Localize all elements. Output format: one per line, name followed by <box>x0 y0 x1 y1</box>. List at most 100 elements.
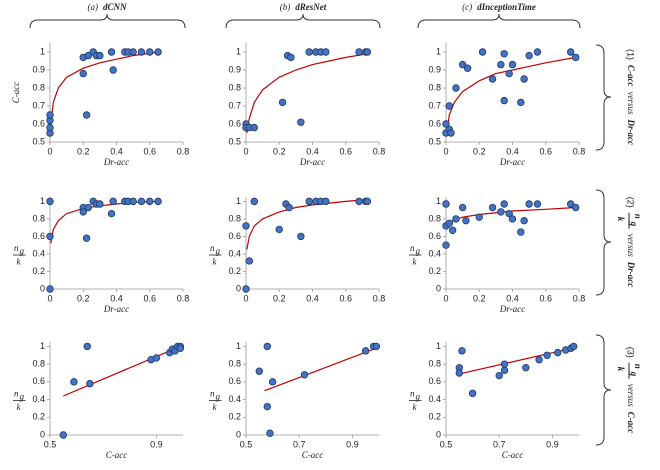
x-tick-label: 0.4 <box>306 293 319 303</box>
x-tick-label: 0.2 <box>273 293 286 303</box>
data-point <box>520 216 528 225</box>
fraction-sub: g <box>416 246 421 256</box>
data-point <box>70 378 78 386</box>
x-tick-label: 0.4 <box>110 146 123 156</box>
y-tick-label: 0.6 <box>428 118 441 128</box>
y-tick-label: 1 <box>40 46 45 56</box>
fraction-sub: g <box>216 246 221 256</box>
data-point <box>452 215 460 223</box>
x-tick-label: 0.5 <box>440 439 453 449</box>
data-point <box>305 48 313 56</box>
y-tick-label: 0.8 <box>428 82 441 92</box>
data-point <box>448 226 457 234</box>
y-tick-label: 0.6 <box>228 231 241 241</box>
y-tick-label: 0.4 <box>428 394 441 404</box>
data-point <box>278 98 287 107</box>
data-point <box>508 60 517 69</box>
data-point <box>84 51 92 60</box>
y-tick-label: 0.8 <box>228 82 241 92</box>
trend-line <box>246 53 368 134</box>
x-tick-label: 0.7 <box>293 439 306 449</box>
y-tick-label: 0.4 <box>428 248 441 258</box>
x-axis-label: C-acc <box>502 450 524 460</box>
data-point <box>505 69 513 78</box>
y-tick-label: 0.8 <box>428 213 441 223</box>
y-tick-label: 1 <box>436 46 441 56</box>
y-tick-label: 0.6 <box>32 118 45 128</box>
data-point <box>82 234 91 242</box>
row-label-part: (2) <box>626 197 636 208</box>
column-title: (b) dResNet <box>280 2 327 12</box>
fraction-sub: g <box>216 392 221 402</box>
data-point <box>245 257 254 265</box>
column-name: dInceptionTime <box>477 2 536 12</box>
trend-line <box>63 345 181 397</box>
x-tick-label: 0.4 <box>306 146 319 156</box>
data-point <box>442 241 450 249</box>
row-label-part: versus <box>626 234 636 257</box>
x-tick-label: 0.9 <box>546 439 559 449</box>
x-tick-label: 0.8 <box>373 146 386 156</box>
x-tick-label: 0.6 <box>143 293 156 303</box>
data-point <box>96 200 104 208</box>
data-point <box>355 197 363 206</box>
x-tick-label: 0.8 <box>177 293 190 303</box>
data-point <box>137 48 146 56</box>
x-axis-label: Dr-acc <box>499 304 525 314</box>
data-point <box>255 367 263 375</box>
fraction-sub: g <box>416 392 421 402</box>
data-point <box>152 354 161 362</box>
trend-line <box>50 200 159 244</box>
data-point <box>522 363 530 372</box>
data-point <box>154 48 162 56</box>
y-tick-label: 0.6 <box>32 231 45 241</box>
y-tick-label: 0.6 <box>32 376 45 386</box>
data-point <box>46 123 54 132</box>
data-point <box>362 347 370 355</box>
fraction-den: k <box>616 217 626 222</box>
fraction-num: n <box>410 243 415 253</box>
data-point <box>533 200 542 208</box>
y-tick-label: 0.6 <box>428 231 441 241</box>
column-name: dCNN <box>103 2 127 12</box>
x-tick-label: 0.6 <box>143 146 156 156</box>
y-tick-label: 0.8 <box>32 213 45 223</box>
fraction-sub: g <box>20 392 25 402</box>
data-point <box>46 232 54 241</box>
fraction-num: n <box>410 389 415 399</box>
fraction-den: k <box>413 402 418 412</box>
column-index: (a) <box>87 2 98 12</box>
data-point <box>263 342 271 351</box>
y-tick-label: 0.2 <box>32 412 45 422</box>
data-point <box>46 197 54 206</box>
data-point <box>463 64 472 72</box>
row-label-part: versus <box>626 384 636 407</box>
y-tick-label: 0.8 <box>228 213 241 223</box>
data-point <box>554 348 562 357</box>
data-point <box>566 200 575 208</box>
data-point <box>500 50 508 58</box>
row-label-part: Dr-acc <box>626 119 636 146</box>
x-tick-label: 0 <box>443 293 448 303</box>
y-tick-label: 0.2 <box>428 266 441 276</box>
x-axis-label: Dr-acc <box>499 157 525 167</box>
data-point <box>505 209 513 218</box>
data-point <box>263 402 271 411</box>
y-tick-label: 0.8 <box>228 359 241 369</box>
data-point <box>129 48 137 56</box>
data-point <box>520 75 528 83</box>
x-tick-label: 0.4 <box>506 146 519 156</box>
data-point <box>495 371 503 380</box>
row-label-part: (1) <box>626 49 636 60</box>
y-tick-label: 0 <box>436 429 441 439</box>
x-tick-label: 0.2 <box>473 146 486 156</box>
data-point <box>445 102 454 110</box>
data-point <box>533 48 542 56</box>
y-tick-label: 0.8 <box>428 359 441 369</box>
fraction-sub: g <box>629 371 639 377</box>
data-point <box>571 53 580 62</box>
data-point <box>266 429 274 437</box>
y-tick-label: 0.7 <box>32 100 45 110</box>
fraction-num: n <box>633 214 643 219</box>
x-tick-label: 0.4 <box>110 293 123 303</box>
